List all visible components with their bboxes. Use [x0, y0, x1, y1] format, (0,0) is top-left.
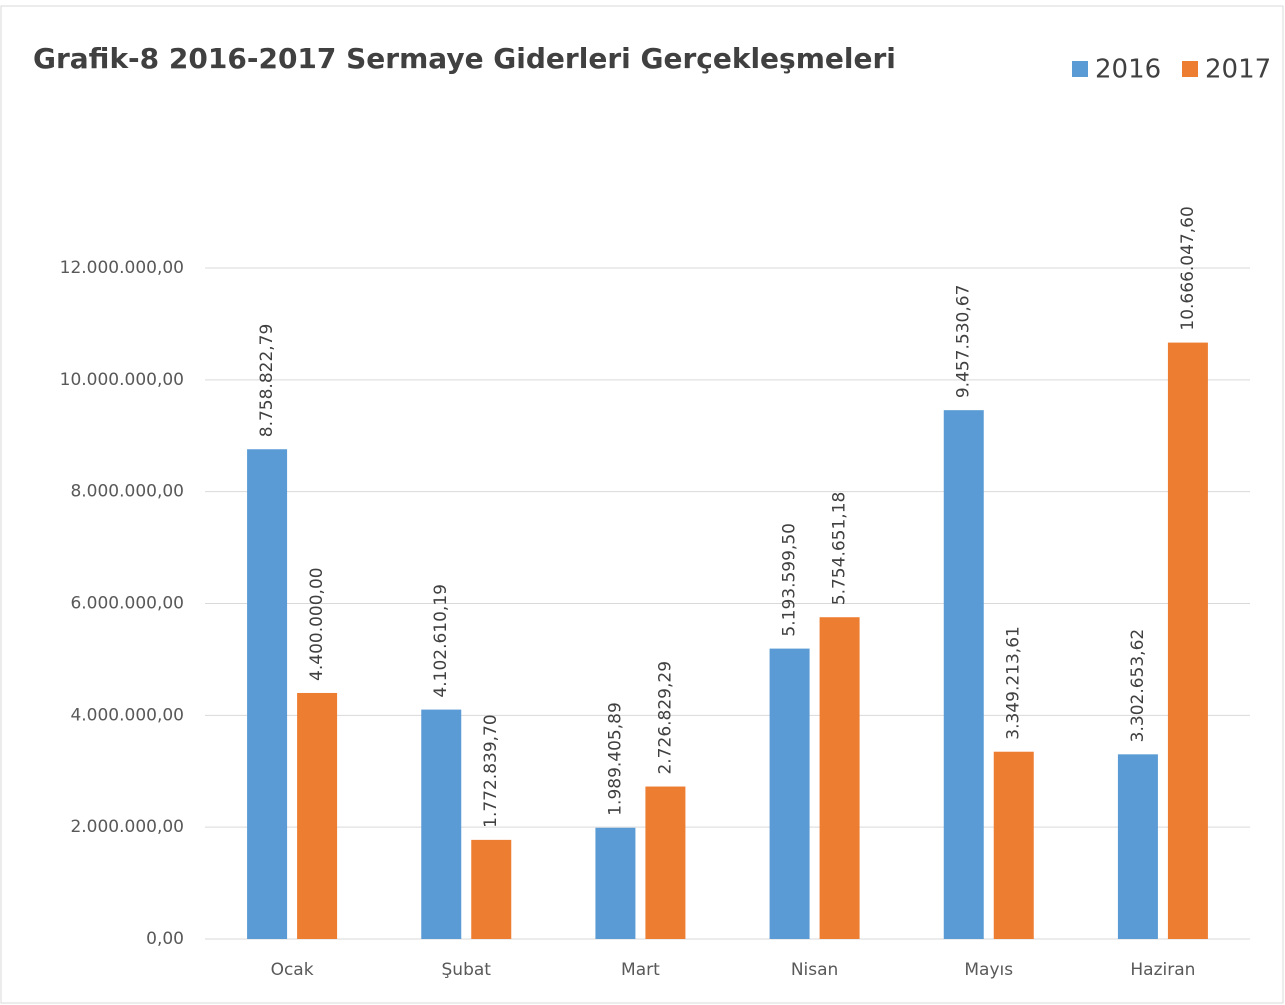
bar: [247, 449, 288, 939]
y-tick-label: 2.000.000,00: [70, 817, 184, 837]
y-tick-label: 4.000.000,00: [70, 705, 184, 725]
legend-swatch: [1182, 61, 1198, 77]
value-label: 5.193.599,50: [780, 523, 800, 637]
value-label: 2.726.829,29: [655, 661, 675, 775]
chart-frame: [0, 5, 1284, 1004]
value-label: 4.102.610,19: [431, 584, 451, 698]
bar: [1117, 754, 1158, 939]
y-tick-label: 10.000.000,00: [60, 370, 184, 390]
bar: [819, 617, 860, 939]
bar: [943, 410, 984, 940]
chart-title: Grafik-8 2016-2017 Sermaye Giderleri Ger…: [33, 42, 896, 75]
x-tick-label: Mart: [621, 960, 660, 980]
value-label: 9.457.530,67: [954, 285, 974, 399]
x-tick-label: Mayıs: [964, 960, 1013, 980]
y-tick-label: 0,00: [146, 929, 184, 949]
bar: [595, 827, 636, 939]
bar: [421, 709, 462, 939]
x-tick-label: Ocak: [271, 960, 314, 980]
bar: [993, 751, 1034, 939]
bar: [471, 839, 512, 939]
x-tick-label: Nisan: [791, 960, 839, 980]
bar: [645, 786, 686, 939]
y-tick-label: 6.000.000,00: [70, 594, 184, 614]
value-label: 1.772.839,70: [481, 714, 501, 828]
value-label: 5.754.651,18: [830, 492, 850, 606]
bar: [1167, 342, 1208, 939]
legend-swatch: [1072, 61, 1088, 77]
bar: [297, 692, 338, 939]
value-label: 3.302.653,62: [1128, 629, 1148, 743]
x-tick-label: Haziran: [1130, 960, 1195, 980]
value-label: 10.666.047,60: [1178, 206, 1198, 330]
value-label: 4.400.000,00: [307, 567, 327, 681]
bar: [769, 648, 810, 939]
y-tick-label: 8.000.000,00: [70, 482, 184, 502]
value-label: 8.758.822,79: [257, 324, 277, 438]
value-label: 3.349.213,61: [1004, 626, 1024, 740]
y-tick-label: 12.000.000,00: [60, 258, 184, 278]
legend-label: 2016: [1095, 55, 1161, 85]
legend-label: 2017: [1205, 55, 1271, 85]
x-tick-label: Şubat: [442, 960, 492, 980]
value-label: 1.989.405,89: [605, 702, 625, 816]
